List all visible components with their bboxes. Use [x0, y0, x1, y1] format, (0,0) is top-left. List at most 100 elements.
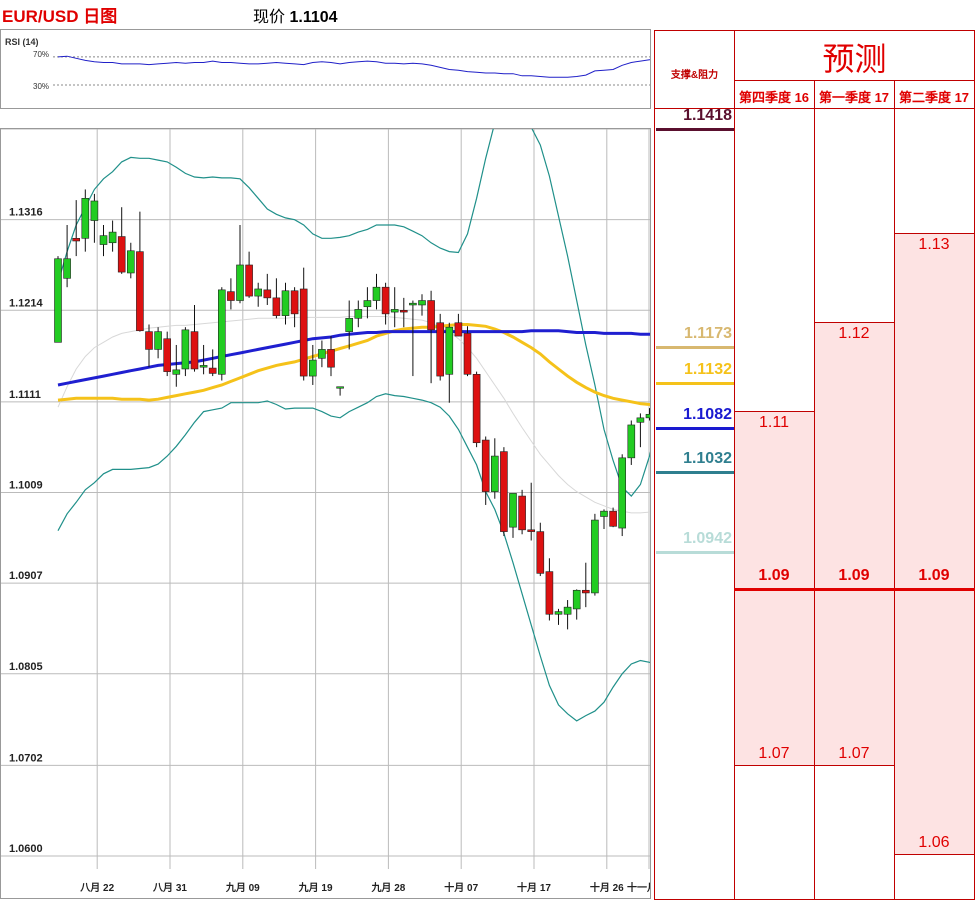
candle-body: [318, 349, 326, 359]
candle-body: [399, 310, 408, 313]
current-price: 现价 1.1104: [253, 3, 338, 27]
candle-body: [472, 373, 481, 444]
candle-body: [236, 264, 244, 301]
level-line: [656, 426, 735, 430]
forecast-column-label: 第二季度 17: [898, 90, 970, 105]
level-line: [656, 128, 735, 131]
forecast-title: 预测: [822, 40, 887, 78]
candle-body: [600, 510, 608, 517]
y-tick-label: 1.1316: [9, 207, 43, 219]
rsi-plot: [53, 55, 650, 86]
candle-body: [245, 264, 253, 297]
candle-body: [509, 493, 517, 528]
candle-body: [463, 333, 472, 375]
candle-body: [299, 288, 308, 377]
candle-body: [308, 359, 317, 377]
forecast-table: 支撑&阻力 预测 1.1418 1.1173 1.1132 1.1082 1.1032 1…: [654, 30, 975, 900]
series-line: [57, 129, 650, 497]
candle-body: [136, 251, 144, 332]
y-tick-label: 1.1214: [9, 297, 44, 309]
level-line: [656, 471, 735, 475]
level-value: 1.1173: [683, 324, 732, 342]
candle-body: [108, 231, 117, 244]
candle-body: [218, 289, 226, 375]
candle-body: [627, 424, 636, 459]
candle-body: [427, 300, 435, 331]
y-tick-label: 1.0600: [9, 843, 43, 855]
candle-body: [636, 417, 645, 423]
candle-body: [163, 338, 171, 372]
rsi-panel: RSI (14) 70% 30%: [0, 29, 651, 109]
candle-body: [609, 510, 617, 527]
candle-body: [263, 289, 272, 299]
candle-body: [554, 611, 563, 615]
candle-body: [390, 309, 399, 313]
forecast-low-value: 1.07: [838, 745, 870, 763]
candle-body: [445, 326, 454, 375]
price-value: 1.1104: [289, 9, 338, 26]
candle-body: [90, 200, 99, 221]
pair-title: EUR/USD 日图: [2, 7, 118, 26]
candle-body: [117, 236, 126, 273]
forecast-high-value: 1.12: [838, 324, 870, 342]
price-chart: 1.1418 1.1316 1.1214 1.1111 1.1009 1.0907 1.08…: [0, 128, 651, 899]
candle-body: [290, 290, 299, 315]
candle-body: [500, 451, 508, 532]
candle-body: [381, 286, 390, 315]
candle-body: [591, 519, 599, 594]
forecast-column-label: 第四季度 16: [738, 90, 810, 105]
candle-body: [145, 331, 153, 350]
candle-body: [481, 439, 490, 492]
series-line: [57, 323, 650, 407]
level-value: 1.1132: [683, 361, 732, 379]
candle-body: [272, 297, 281, 316]
x-tick-label: 九月 19: [298, 881, 333, 894]
candle-body: [645, 413, 650, 419]
x-tick-label: 十一月 04: [627, 881, 650, 894]
candle-body: [527, 529, 536, 532]
candle-body: [127, 250, 135, 274]
candle-body: [409, 302, 417, 306]
y-tick-label: 1.1009: [9, 480, 43, 492]
candle-body: [572, 589, 581, 610]
candle-body: [227, 291, 235, 301]
forecast-range: [815, 321, 894, 767]
candle-body: [72, 238, 80, 242]
candle-body: [372, 286, 381, 301]
candle-body: [99, 235, 108, 245]
candle-body: [490, 455, 499, 492]
candle-body: [199, 365, 208, 368]
forecast-mid-value: 1.09: [838, 567, 870, 585]
forecast-mid-value: 1.09: [918, 567, 950, 585]
rsi-level-70: 70%: [33, 50, 50, 59]
forecast-column-label: 第一季度 17: [818, 90, 890, 105]
candle-body: [190, 331, 199, 370]
y-tick-label: 1.0805: [9, 661, 43, 673]
forecast-high-value: 1.13: [918, 235, 950, 253]
forecast-low-value: 1.06: [918, 834, 950, 851]
series-line: [57, 393, 650, 722]
x-tick-label: 十月 07: [444, 881, 478, 894]
candle-body: [418, 300, 426, 306]
candle-body: [436, 322, 445, 377]
x-tick-label: 八月 22: [79, 882, 114, 894]
x-tick-label: 八月 31: [152, 882, 187, 894]
level-line: [656, 551, 735, 555]
candlestick-plot: 1.1418 1.1316 1.1214 1.1111 1.1009 1.0907 1.08…: [1, 129, 650, 894]
candle-body: [363, 300, 372, 308]
level-value: 1.1082: [683, 405, 732, 423]
candle-body: [281, 290, 290, 316]
candle-body: [581, 589, 590, 594]
rsi-line: [57, 55, 650, 78]
candle-body: [54, 258, 62, 343]
candle-body: [208, 367, 217, 374]
price-label: 现价: [253, 9, 286, 26]
series-line: [57, 329, 650, 387]
level-value: 1.1032: [683, 450, 732, 468]
y-tick-label: 1.0907: [9, 570, 43, 582]
candle-body: [563, 606, 572, 615]
candle-body: [618, 457, 627, 529]
forecast-high-value: 1.11: [759, 413, 789, 431]
level-line: [656, 345, 735, 349]
x-tick-label: 九月 09: [225, 881, 260, 894]
